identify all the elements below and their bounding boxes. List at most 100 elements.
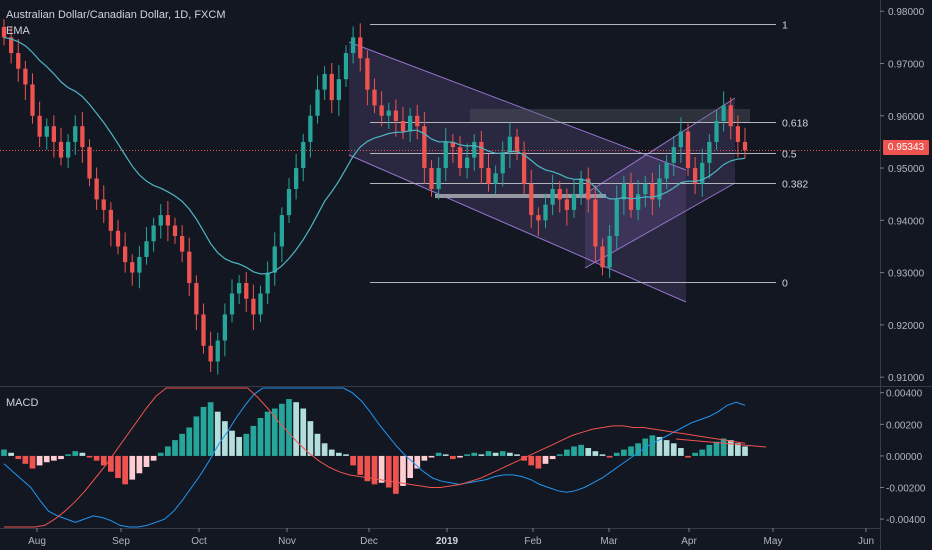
candle-body [137,256,142,273]
macd-axis-label: 0.00200 [886,420,923,431]
time-axis-label: Oct [191,536,207,547]
candle-body [315,89,320,116]
macd-histogram-bar [464,454,470,456]
macd-histogram-bar [79,452,86,456]
candle-body [301,141,306,169]
last-price-tag: 0.95343 [883,140,929,155]
time-axis-label: Aug [28,536,46,547]
macd-histogram-bar [450,455,456,460]
candle-body [65,141,71,158]
candle-body [742,141,748,151]
candle-body [236,283,242,294]
macd-histogram-bar [371,455,378,485]
candle-body [165,215,171,226]
price-axis-label: 0.98000 [888,7,925,18]
macd-histogram-bar [613,452,620,456]
channel-lower-line [348,154,687,303]
macd-histogram-bar [150,455,157,461]
ema-line [3,36,746,275]
candle-body [593,199,598,247]
candle-body [479,141,484,169]
macd-histogram-bar [713,441,720,456]
macd-histogram-bar [222,421,228,456]
macd-histogram-bar [685,455,691,458]
macd-histogram-bar [649,435,656,456]
macd-histogram-bar [293,402,299,456]
candle-body [329,73,334,101]
candle-body [600,246,605,268]
macd-histogram-bar [549,455,556,460]
candle-body [379,105,384,116]
candle-body [671,147,676,163]
candle-body [514,136,520,153]
candle-body [308,115,313,142]
macd-histogram-bar [115,455,121,479]
fib-level-label: 0 [782,278,788,290]
macd-histogram-bar [578,444,584,456]
candle-body [543,204,548,221]
candle-body [464,157,470,169]
candle-body [728,105,733,127]
macd-histogram-bar [656,436,663,456]
macd-trendline [675,438,767,448]
macd-axis-label: -0.00200 [886,484,926,495]
macd-axis-label: 0.00400 [886,389,923,400]
macd-histogram-bar [321,443,328,456]
macd-histogram-bar [300,408,307,456]
candle-body [550,188,555,205]
candle-body [685,131,691,169]
macd-histogram-bar [257,418,264,456]
candle-body [322,73,327,90]
macd-histogram-bar [43,455,50,463]
macd-histogram-bar [735,443,741,456]
macd-histogram-bar [492,452,499,456]
macd-histogram-bar [699,449,706,456]
macd-histogram-bar [457,455,463,458]
macd-histogram-bar [286,399,292,456]
candle-body [272,246,277,273]
candle-body [714,121,719,142]
candle-body [293,168,299,189]
macd-histogram-bar [414,455,421,469]
macd-histogram-bar [200,406,207,456]
candle-body [450,141,456,148]
macd-histogram-bar [51,455,57,461]
candle-body [407,115,413,132]
macd-histogram-bar [58,455,64,460]
candle-body [486,168,491,184]
macd-histogram-bar [336,452,342,456]
price-axis-label: 0.93000 [888,269,925,280]
macd-histogram-bar [165,446,171,456]
candle-body [529,183,534,216]
macd-histogram-bar [172,440,178,456]
macd-histogram-bar [229,430,235,456]
macd-histogram-bar [264,411,271,456]
candle-body [336,79,342,101]
fib-level-label: 1 [782,20,788,32]
macd-histogram-bar [108,455,114,472]
candle-body [578,178,584,195]
macd-histogram-bar [100,455,107,466]
macd-histogram-bar [571,446,577,456]
candle-body [187,251,192,284]
ema-indicator-label[interactable]: EMA [6,25,30,37]
macd-indicator-label[interactable]: MACD [6,397,39,409]
asc-channel-upper [584,97,736,195]
macd-histogram-bar [122,455,128,485]
macd-histogram-bar [599,454,606,456]
candle-body [358,37,363,59]
candle-body [678,131,684,148]
macd-histogram-bar [186,427,193,456]
macd-histogram-bar [692,452,698,456]
macd-histogram-bar [193,416,200,456]
candle-body [422,126,427,169]
time-axis-label: 2019 [436,536,459,547]
candle-body [244,283,249,299]
candle-body [286,188,292,216]
macd-histogram-bar [93,455,100,461]
candle-body [101,199,106,210]
candle-body [23,68,28,85]
candle-body [628,183,634,210]
macd-histogram-bar [407,455,413,479]
